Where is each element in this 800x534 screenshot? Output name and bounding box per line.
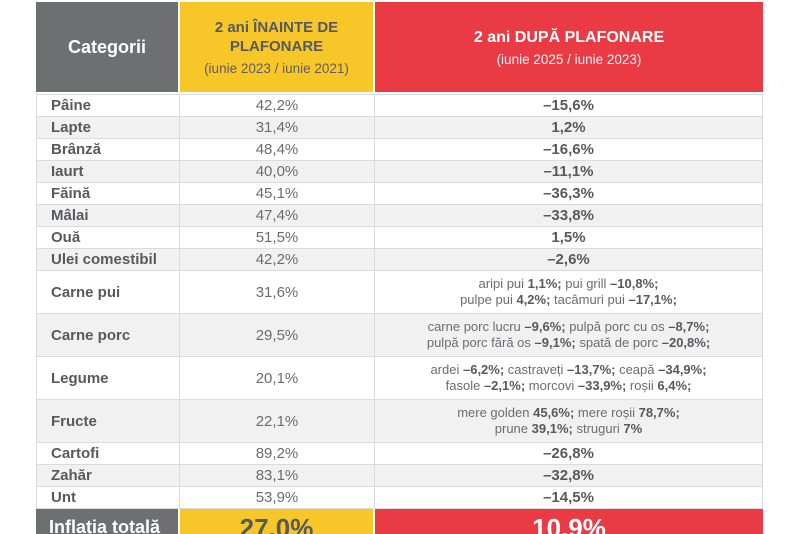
before-value-cell: 45,1% [180, 183, 375, 204]
category-cell: Mâlai [37, 205, 180, 226]
table-row: Făină 45,1% –36,3% [37, 183, 762, 205]
header-after-title: 2 ani DUPĂ PLAFONARE [473, 28, 665, 46]
footer-total-after: 10,9% [375, 509, 763, 534]
category-cell: Unt [37, 487, 180, 508]
table-row: Brânză 48,4% –16,6% [37, 139, 762, 161]
table-row: Iaurt 40,0% –11,1% [37, 161, 762, 183]
header-before-capping: 2 ani ÎNAINTE DE PLAFONARE (iunie 2023 /… [180, 2, 375, 92]
before-value-cell: 51,5% [180, 227, 375, 248]
after-value-cell: –36,3% [543, 185, 594, 202]
footer-total-label: Inflația totală [36, 509, 180, 534]
table-row: Zahăr 83,1% –32,8% [37, 465, 762, 487]
category-cell: Iaurt [37, 161, 180, 182]
after-value-cell: 1,2% [551, 119, 586, 136]
before-value-cell: 22,1% [180, 400, 375, 442]
after-value-cell: –16,6% [543, 141, 594, 158]
before-value-cell: 48,4% [180, 139, 375, 160]
table-row: Mâlai 47,4% –33,8% [37, 205, 762, 227]
after-value-cell: carne porc lucru –9,6%; pulpă porc cu os… [426, 319, 711, 350]
after-value-cell: aripi pui 1,1%; pui grill –10,8%; pulpe p… [460, 276, 677, 307]
table-row: Lapte 31,4% 1,2% [37, 117, 762, 139]
category-cell: Fructe [37, 400, 180, 442]
table-row: Pâine 42,2% –15,6% [37, 95, 762, 117]
before-value-cell: 53,9% [180, 487, 375, 508]
category-cell: Lapte [37, 117, 180, 138]
before-value-cell: 89,2% [180, 443, 375, 464]
before-value-cell: 40,0% [180, 161, 375, 182]
after-value-cell: 1,5% [551, 229, 586, 246]
after-value-cell: –33,8% [543, 207, 594, 224]
category-cell: Pâine [37, 95, 180, 116]
header-before-subtitle: (iunie 2023 / iunie 2021) [204, 61, 349, 76]
category-cell: Carne pui [37, 271, 180, 313]
table-row: Fructe 22,1% mere golden 45,6%; mere roșii… [37, 400, 762, 443]
header-categories-label: Categorii [67, 36, 146, 57]
category-cell: Cartofi [37, 443, 180, 464]
table-row: Carne porc 29,5% carne porc lucru –9,6%; p… [37, 314, 762, 357]
table-footer: Inflația totală 27,0% 10,9% [36, 509, 763, 534]
table-row: Cartofi 89,2% –26,8% [37, 443, 762, 465]
header-categories: Categorii [36, 2, 180, 92]
before-value-cell: 29,5% [180, 314, 375, 356]
header-after-subtitle: (iunie 2025 / iunie 2023) [496, 51, 642, 67]
header-after-capping: 2 ani DUPĂ PLAFONARE (iunie 2025 / iunie… [375, 2, 763, 92]
after-value-cell: –2,6% [547, 251, 590, 268]
before-value-cell: 47,4% [180, 205, 375, 226]
after-value-cell: –15,6% [543, 97, 594, 114]
table-row: Unt 53,9% –14,5% [37, 487, 762, 509]
after-value-cell: –26,8% [543, 445, 594, 462]
before-value-cell: 42,2% [180, 95, 375, 116]
after-value-cell: –32,8% [543, 467, 594, 484]
after-value-cell: –11,1% [543, 163, 594, 180]
before-value-cell: 20,1% [180, 357, 375, 399]
before-value-cell: 31,6% [180, 271, 375, 313]
category-cell: Brânză [37, 139, 180, 160]
category-cell: Carne porc [37, 314, 180, 356]
table-body: Pâine 42,2% –15,6% Lapte 31,4% 1,2% Brânză 48,4… [36, 94, 763, 509]
table-row: Ouă 51,5% 1,5% [37, 227, 762, 249]
header-before-title: 2 ani ÎNAINTE DE PLAFONARE [214, 19, 339, 55]
after-value-cell: mere golden 45,6%; mere roșii 78,7%; prun… [457, 405, 680, 436]
category-cell: Ouă [37, 227, 180, 248]
before-value-cell: 42,2% [180, 249, 375, 270]
table-row: Carne pui 31,6% aripi pui 1,1%; pui grill … [37, 271, 762, 314]
category-cell: Ulei comestibil [37, 249, 180, 270]
table-row: Legume 20,1% ardei –6,2%; castraveți –13,7… [37, 357, 762, 400]
category-cell: Legume [37, 357, 180, 399]
before-value-cell: 31,4% [180, 117, 375, 138]
after-value-cell: ardei –6,2%; castraveți –13,7%; ceapă –3… [430, 362, 707, 393]
footer-total-before: 27,0% [180, 509, 375, 534]
table-row: Ulei comestibil 42,2% –2,6% [37, 249, 762, 271]
before-value-cell: 83,1% [180, 465, 375, 486]
category-cell: Zahăr [37, 465, 180, 486]
table-header: Categorii 2 ani ÎNAINTE DE PLAFONARE (iu… [36, 2, 763, 92]
category-cell: Făină [37, 183, 180, 204]
after-value-cell: –14,5% [543, 489, 594, 506]
comparison-table: Categorii 2 ani ÎNAINTE DE PLAFONARE (iu… [36, 2, 763, 534]
